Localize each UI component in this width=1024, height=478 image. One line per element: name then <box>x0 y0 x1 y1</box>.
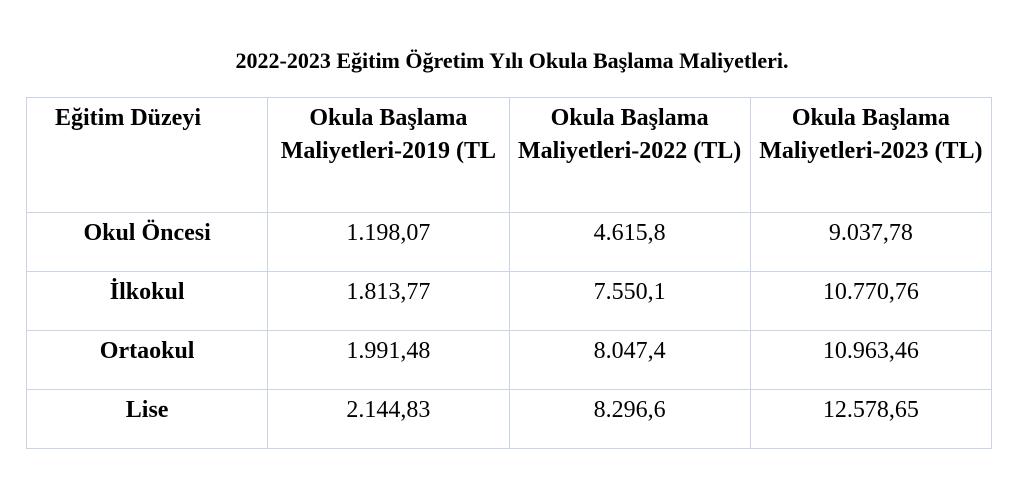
column-header: Okula Başlama Maliyetleri-2022 (TL) <box>508 97 751 213</box>
cell: 7.550,1 <box>508 271 751 331</box>
table-head: Eğitim Düzeyi Okula Başlama Maliyetleri-2… <box>25 97 993 213</box>
table-row: Okul Öncesi 1.198,07 4.615,8 9.037,78 <box>25 212 993 272</box>
row-label: Ortaokul <box>25 330 269 390</box>
cell: 12.578,65 <box>749 389 993 449</box>
cell: 10.963,46 <box>749 330 993 390</box>
table-row: Lise 2.144,83 8.296,6 12.578,65 <box>25 389 993 449</box>
table-body: Okul Öncesi 1.198,07 4.615,8 9.037,78 İlkoku… <box>25 212 993 449</box>
cell: 4.615,8 <box>508 212 751 272</box>
column-header: Eğitim Düzeyi <box>25 97 269 213</box>
cell: 8.296,6 <box>508 389 751 449</box>
table-row: Ortaokul 1.991,48 8.047,4 10.963,46 <box>25 330 993 390</box>
column-header: Okula Başlama Maliyetleri-2019 (TL <box>267 97 510 213</box>
cell: 1.198,07 <box>267 212 510 272</box>
table-row: İlkokul 1.813,77 7.550,1 10.770,76 <box>25 271 993 331</box>
row-label: Okul Öncesi <box>25 212 269 272</box>
column-header: Okula Başlama Maliyetleri-2023 (TL) <box>749 97 993 213</box>
cell: 10.770,76 <box>749 271 993 331</box>
cell: 1.813,77 <box>267 271 510 331</box>
cell: 2.144,83 <box>267 389 510 449</box>
cost-table: Eğitim Düzeyi Okula Başlama Maliyetleri-2… <box>25 97 993 449</box>
row-label: İlkokul <box>25 271 269 331</box>
row-label: Lise <box>25 389 269 449</box>
cell: 8.047,4 <box>508 330 751 390</box>
page-title: 2022-2023 Eğitim Öğretim Yılı Okula Başl… <box>235 48 789 73</box>
cell: 9.037,78 <box>749 212 993 272</box>
cell: 1.991,48 <box>267 330 510 390</box>
header-row: Eğitim Düzeyi Okula Başlama Maliyetleri-2… <box>25 97 993 213</box>
